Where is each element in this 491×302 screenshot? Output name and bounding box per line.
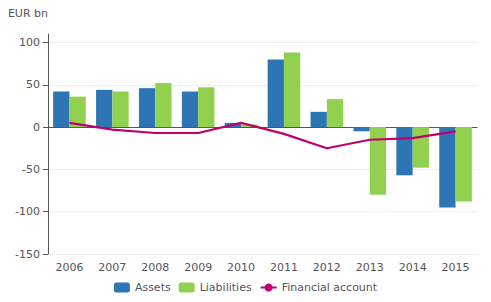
svg-text:50: 50 bbox=[26, 78, 40, 91]
svg-text:-100: -100 bbox=[15, 205, 40, 218]
svg-text:2013: 2013 bbox=[356, 261, 384, 274]
svg-text:EUR bn: EUR bn bbox=[8, 7, 48, 20]
svg-text:-50: -50 bbox=[22, 163, 40, 176]
svg-text:Liabilities: Liabilities bbox=[200, 281, 252, 294]
svg-text:-150: -150 bbox=[15, 248, 40, 261]
svg-text:2010: 2010 bbox=[227, 261, 255, 274]
svg-text:2007: 2007 bbox=[98, 261, 126, 274]
svg-text:2014: 2014 bbox=[399, 261, 427, 274]
svg-text:Assets: Assets bbox=[135, 281, 171, 294]
svg-text:100: 100 bbox=[19, 36, 40, 49]
svg-text:2009: 2009 bbox=[184, 261, 212, 274]
svg-text:2008: 2008 bbox=[141, 261, 169, 274]
svg-text:2015: 2015 bbox=[442, 261, 470, 274]
svg-text:0: 0 bbox=[33, 121, 40, 134]
svg-text:2011: 2011 bbox=[270, 261, 298, 274]
svg-text:2006: 2006 bbox=[55, 261, 83, 274]
svg-text:2012: 2012 bbox=[313, 261, 341, 274]
svg-text:Financial account: Financial account bbox=[282, 281, 378, 294]
